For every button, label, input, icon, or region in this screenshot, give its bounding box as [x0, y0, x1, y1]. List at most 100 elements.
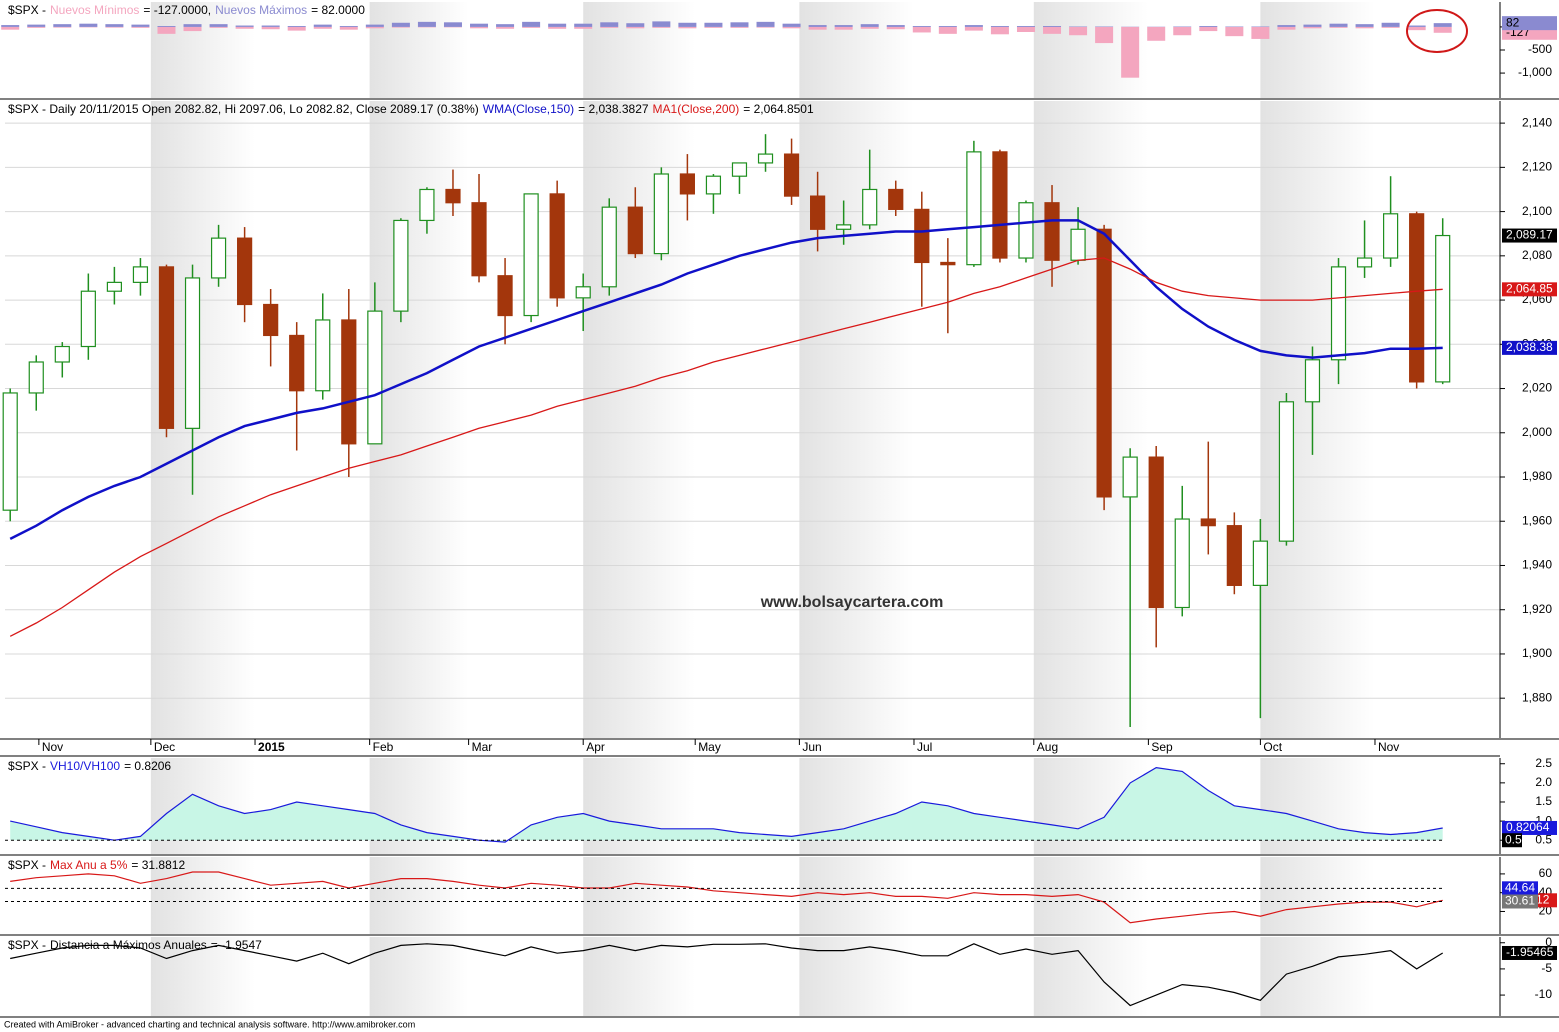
bar: [886, 25, 905, 27]
title-text: $SPX -: [8, 858, 46, 872]
moving-average: [9, 257, 1443, 637]
value-box: [1502, 881, 1538, 896]
month-band: [150, 857, 256, 934]
panel-title: $SPX - Daily 20/11/2015 Open 2082.82, Hi…: [8, 102, 814, 116]
bar: [912, 26, 931, 27]
month-band: [1260, 2, 1375, 98]
bar: [652, 26, 671, 28]
bar: [183, 24, 202, 27]
y-tick-label: 60: [1539, 866, 1553, 880]
candle-body: [679, 173, 695, 195]
moving-average: [9, 219, 1443, 541]
y-tick-label: 1,940: [1522, 558, 1552, 572]
bar: [782, 23, 801, 27]
legend-name: Nuevos Máximos: [215, 3, 307, 17]
y-tick-label: 0.5: [1535, 832, 1552, 846]
bar: [860, 24, 879, 27]
y-tick-label: 1,960: [1522, 513, 1552, 527]
bar: [938, 26, 957, 27]
x-tick-label: Sep: [1151, 740, 1173, 754]
bar: [1016, 26, 1035, 27]
x-tick-label: Feb: [373, 740, 394, 754]
candle-body: [810, 195, 826, 230]
month-band: [583, 2, 696, 98]
value-box-label: 82: [1506, 15, 1520, 29]
y-tick-label: 1,880: [1522, 690, 1552, 704]
value-box-label: 0.82064: [1506, 820, 1550, 834]
month-band: [583, 857, 696, 934]
month-band: [1260, 101, 1375, 738]
bar: [522, 21, 541, 27]
candle-body: [1383, 213, 1399, 259]
legend-readout: = -1.9547: [211, 938, 262, 952]
bar: [470, 26, 489, 29]
bar: [808, 25, 827, 27]
bar: [235, 25, 254, 27]
y-tick-label: 2,000: [1522, 425, 1552, 439]
value-box: [1502, 820, 1557, 835]
title-text: $SPX -: [8, 759, 46, 773]
bar: [1199, 26, 1218, 27]
candle-body: [497, 275, 513, 317]
title-text: $SPX -: [8, 3, 46, 17]
y-tick-label: 2,020: [1522, 381, 1552, 395]
y-tick-label: 1,920: [1522, 602, 1552, 616]
bar: [1277, 26, 1296, 30]
x-tick-label: Dec: [154, 740, 175, 754]
bar: [496, 26, 515, 29]
bar: [1251, 26, 1270, 39]
y-tick-label: 2.5: [1535, 756, 1552, 770]
watermark: www.bolsaycartera.com: [760, 594, 944, 611]
bar: [522, 26, 541, 28]
bar: [730, 22, 749, 27]
candle-body: [914, 208, 930, 264]
candle-body: [393, 219, 409, 312]
x-tick-label: Jul: [917, 740, 932, 754]
x-tick-label: Mar: [472, 740, 493, 754]
bar: [339, 26, 358, 30]
candle-body: [54, 345, 70, 363]
footer: Created with AmiBroker - advanced charti…: [4, 1019, 415, 1029]
panel-title: $SPX - VH10/VH100 = 0.8206: [8, 759, 171, 773]
bar: [990, 26, 1009, 35]
candle-body: [1409, 213, 1425, 383]
bar: [470, 23, 489, 27]
x-tick-label: Aug: [1037, 740, 1058, 754]
bar: [938, 26, 957, 34]
bar: [1303, 24, 1322, 27]
candle-body: [1278, 401, 1295, 542]
bar: [339, 26, 358, 27]
candle-body: [471, 202, 487, 277]
candle-body: [158, 266, 175, 429]
highlight-circle: [1406, 9, 1468, 53]
bar: [1355, 26, 1374, 29]
candle-body: [184, 277, 201, 429]
candle-body: [1435, 234, 1451, 383]
x-tick-label: Nov: [42, 740, 63, 754]
candle-body: [888, 188, 904, 210]
y-tick-label: 0: [1545, 935, 1552, 949]
y-tick-label: 1,900: [1522, 646, 1552, 660]
candle-body: [106, 281, 122, 292]
value-box: [1502, 282, 1557, 297]
bar: [1121, 26, 1140, 78]
bar: [287, 26, 306, 27]
month-band: [1260, 937, 1375, 1016]
legend-name: Nuevos Mínimos: [50, 3, 139, 17]
value-box: [1502, 833, 1522, 848]
background: [5, 2, 1500, 1016]
legend-name: MA1(Close,200): [653, 102, 740, 116]
bar: [287, 26, 306, 31]
value-box: [1502, 945, 1557, 960]
bar: [782, 26, 801, 29]
month-band: [369, 937, 469, 1016]
bar: [834, 26, 853, 30]
legend-readout: = 2,038.3827: [578, 102, 649, 116]
indicator-line: [10, 871, 1443, 924]
candle-body: [445, 188, 461, 204]
bar: [131, 24, 150, 27]
x-tick-label: Nov: [1378, 740, 1399, 754]
bar: [1147, 26, 1166, 41]
bar: [183, 26, 202, 32]
bar: [1069, 26, 1088, 36]
